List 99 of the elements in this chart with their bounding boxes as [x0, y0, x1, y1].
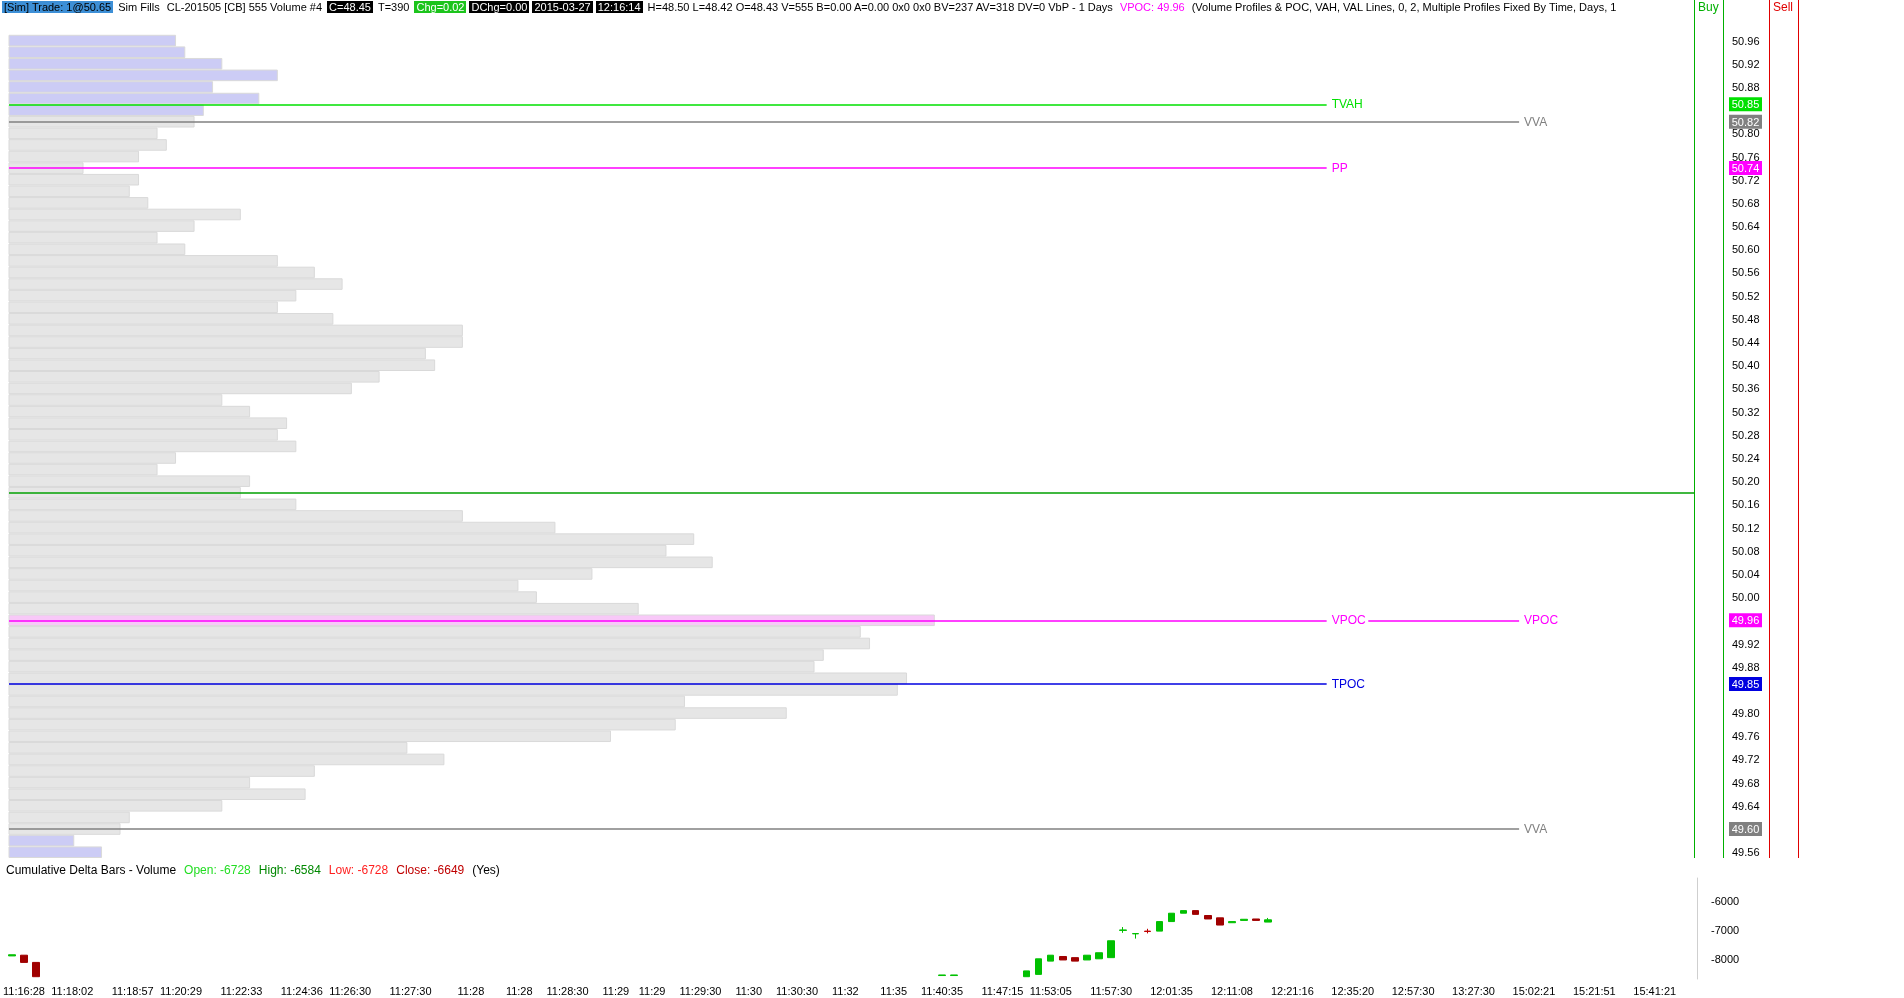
text: 49.60	[1731, 823, 1760, 836]
y-tick-label: 49.88	[1732, 660, 1760, 673]
y-tick-label: 50.64	[1732, 220, 1760, 233]
y-tick-label: 50.36	[1732, 382, 1760, 395]
annotation: Chg=0.02	[414, 1, 467, 13]
annotation: C=48.45	[327, 1, 373, 13]
y-tick-label: 50.04	[1732, 567, 1760, 580]
y-tick-label: 50.76	[1732, 150, 1760, 163]
annotation: H=48.50 L=48.42 O=48.43 V=555 B=0.00 A=0.00 0x0 0x0 BV=237 AV=318 DV=0 VbP - 1 Days	[646, 1, 1114, 13]
annotation: DChg=0.00	[469, 1, 530, 13]
text: High: -6584	[258, 863, 321, 877]
text: 49.85	[1731, 678, 1760, 691]
x-tick-label: 11:29:30	[679, 984, 722, 997]
y-tick-label: 49.80	[1732, 707, 1760, 720]
x-tick-label: 11:27:30	[389, 984, 432, 997]
x-tick-label: 11:47:15	[981, 984, 1024, 997]
text: Open: -6728	[184, 863, 251, 877]
x-tick-label: 12:21:16	[1270, 984, 1314, 997]
text: 50.85	[1731, 98, 1760, 111]
text: (Volume Profiles & POC, VAH, VAL Lines, 0, 2, Multiple Profiles Fixed By Time, Days, 1	[1190, 1, 1618, 13]
x-tick-label: 11:28:30	[546, 984, 589, 997]
y-tick-label: 49.92	[1732, 637, 1760, 650]
x-tick-label: 11:26:30	[329, 984, 372, 997]
x-tick-label: 12:35:20	[1331, 984, 1375, 997]
y-tick-label: 49.96	[1731, 614, 1760, 627]
x-tick-label: 11:53:05	[1029, 984, 1072, 997]
y-tick-label: 50.92	[1732, 57, 1760, 70]
x-tick-label: 15:41:21	[1633, 984, 1677, 997]
y-tick-label: 50.52	[1732, 289, 1760, 302]
buy-column-frame: Buy	[1694, 0, 1724, 858]
x-tick-label: 11:24:36	[280, 984, 323, 997]
text: 50.82	[1731, 115, 1760, 128]
annotation: 12:16:14	[595, 1, 643, 13]
y-tick-label: -7000	[1711, 923, 1740, 936]
x-tick-label: 15:21:51	[1572, 984, 1616, 997]
y-tick-label: -8000	[1711, 952, 1740, 965]
x-tick-label: 11:18:02	[51, 984, 94, 997]
y-tick-label: 50.00	[1732, 591, 1760, 604]
y-tick-label: 50.60	[1732, 243, 1760, 256]
x-tick-label: 12:57:30	[1391, 984, 1435, 997]
x-tick-label: 11:29	[602, 984, 630, 997]
y-tick-label: 50.44	[1732, 336, 1760, 349]
text: Close: -6649	[396, 863, 465, 877]
x-tick-label: 11:18:57	[111, 984, 154, 997]
y-tick-label: 50.88	[1732, 80, 1760, 93]
y-tick-label: 50.32	[1732, 405, 1760, 418]
y-tick-label: 50.16	[1732, 498, 1760, 511]
y-tick-label: 49.76	[1732, 730, 1760, 743]
y-tick-label: 49.56	[1732, 846, 1760, 859]
x-tick-label: 12:11:08	[1210, 984, 1253, 997]
y-tick-label: -6000	[1711, 895, 1740, 908]
y-tick-label: 50.28	[1732, 428, 1760, 441]
x-tick-label: 11:35	[880, 984, 908, 997]
y-tick-label: 49.64	[1732, 799, 1760, 812]
ref-line-label: VPOC	[1331, 613, 1366, 628]
y-tick-label: 50.48	[1732, 312, 1760, 325]
x-tick-label: 11:28	[457, 984, 485, 997]
ref-line-label: VVA	[1524, 114, 1548, 129]
ref-line-label: TVAH	[1331, 97, 1363, 112]
x-tick-label: 11:32	[832, 984, 859, 997]
ref-line-label: VVA	[1524, 822, 1548, 837]
x-tick-label: 13:27:30	[1452, 984, 1495, 997]
annotation: 2015-03-27	[532, 1, 593, 13]
x-tick-label: 11:30:30	[776, 984, 819, 997]
ref-line-label: PP	[1331, 161, 1348, 176]
x-tick-label: 11:29	[638, 984, 666, 997]
text: (Yes)	[472, 863, 500, 877]
y-tick-label: 50.08	[1732, 544, 1760, 557]
ref-line-label: TPOC	[1331, 677, 1366, 692]
chart-title: Cumulative Delta Bars - Volume	[6, 863, 177, 877]
y-tick-label: 50.24	[1732, 451, 1760, 464]
annotation: T=390	[376, 1, 411, 13]
x-tick-label: 12:01:35	[1150, 984, 1193, 997]
y-tick-label: 49.72	[1732, 753, 1760, 766]
annotation: CL-201505 [CB] 555 Volume #4	[165, 1, 324, 13]
y-tick-label: 50.20	[1732, 475, 1760, 488]
x-tick-label: 15:02:21	[1512, 984, 1556, 997]
annotation: Sim Fills	[116, 1, 162, 13]
y-tick-label: 50.56	[1732, 266, 1760, 279]
y-tick-label: 50.72	[1732, 173, 1760, 186]
y-tick-label: 50.68	[1732, 196, 1760, 209]
x-tick-label: 11:16:28	[2, 984, 45, 997]
y-tick-label: 50.40	[1732, 359, 1760, 372]
y-tick-label: 50.96	[1732, 34, 1760, 47]
x-tick-label: 11:30	[735, 984, 763, 997]
x-tick-label: 11:22:33	[220, 984, 263, 997]
y-tick-label: 50.12	[1732, 521, 1760, 534]
text: 50.74	[1731, 162, 1760, 175]
x-tick-label: 11:20:29	[160, 984, 203, 997]
x-tick-label: 11:57:30	[1090, 984, 1133, 997]
x-tick-label: 11:40:35	[921, 984, 964, 997]
y-tick-label: 49.68	[1732, 776, 1760, 789]
ref-line-label: VPOC	[1524, 613, 1559, 628]
x-tick-label: 11:28	[505, 984, 533, 997]
y-tick-label: 50.80	[1732, 127, 1760, 140]
text: VPOC: 49.96	[1118, 1, 1186, 13]
annotation: [Sim] Trade: 1@50.65	[2, 1, 114, 13]
text: Low: -6728	[328, 863, 389, 877]
sell-column-frame: Sell	[1769, 0, 1799, 858]
